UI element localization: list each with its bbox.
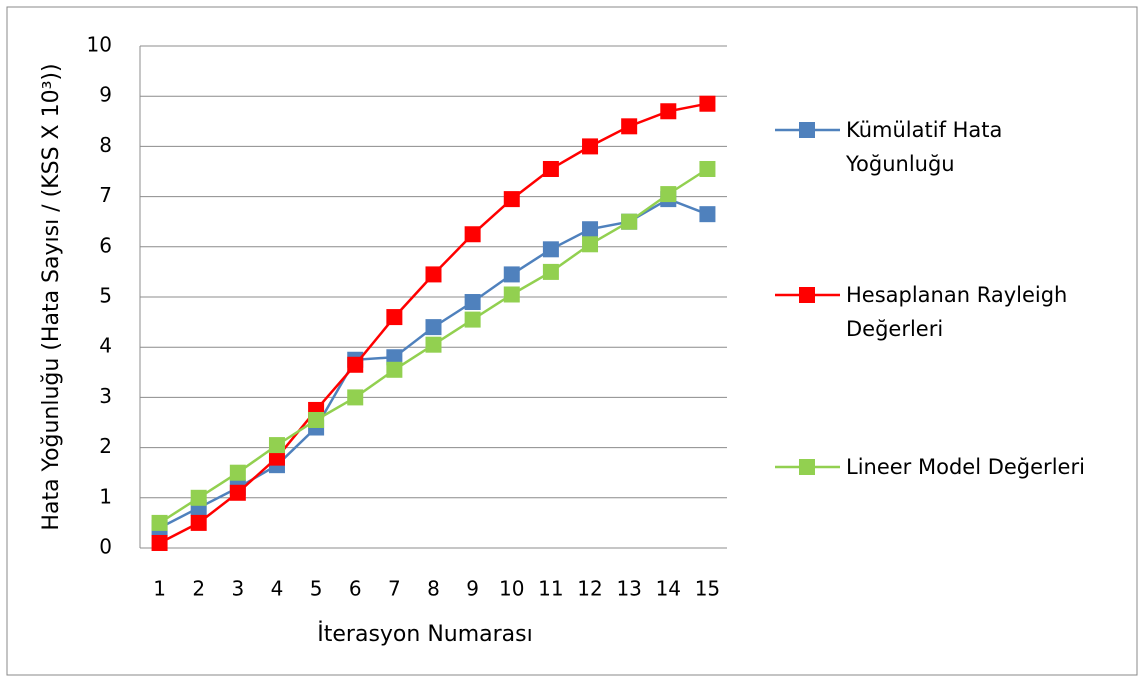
data-point bbox=[425, 319, 442, 336]
data-point bbox=[542, 263, 559, 280]
legend-marker bbox=[799, 287, 815, 303]
data-point bbox=[503, 266, 520, 283]
legend-marker bbox=[799, 122, 815, 138]
y-tick-label: 0 bbox=[99, 535, 112, 559]
y-tick-label: 6 bbox=[99, 233, 112, 257]
chart-frame bbox=[6, 6, 1138, 676]
data-point bbox=[582, 236, 599, 253]
data-point bbox=[621, 213, 638, 230]
x-tick-label: 1 bbox=[153, 577, 166, 601]
x-tick-label: 2 bbox=[192, 577, 205, 601]
data-point bbox=[582, 221, 599, 238]
x-tick-label: 9 bbox=[466, 577, 479, 601]
y-tick-label: 7 bbox=[99, 183, 112, 207]
data-point bbox=[190, 489, 207, 506]
x-tick-label: 7 bbox=[388, 577, 401, 601]
data-point bbox=[542, 241, 559, 258]
y-tick-label: 2 bbox=[99, 434, 112, 458]
y-tick-label: 9 bbox=[99, 83, 112, 107]
data-point bbox=[425, 266, 442, 283]
data-point bbox=[268, 449, 285, 466]
y-tick-label: 8 bbox=[99, 133, 112, 157]
x-tick-label: 3 bbox=[231, 577, 244, 601]
data-point bbox=[699, 160, 716, 177]
x-tick-label: 5 bbox=[310, 577, 323, 601]
y-axis-label: Hata Yoğunluğu (Hata Sayısı / (KSS X 10³… bbox=[39, 63, 64, 530]
data-point bbox=[699, 95, 716, 112]
data-point bbox=[190, 514, 207, 531]
data-point bbox=[503, 191, 520, 208]
legend-label: Lineer Model Değerleri bbox=[846, 455, 1085, 479]
y-tick-label: 4 bbox=[99, 334, 112, 358]
legend-label: Hesaplanan Rayleigh Değerleri bbox=[846, 283, 1068, 341]
data-point bbox=[347, 389, 364, 406]
x-tick-label: 10 bbox=[499, 577, 524, 601]
data-point bbox=[268, 437, 285, 454]
x-tick-label: 6 bbox=[349, 577, 362, 601]
x-axis-label: İterasyon Numarası bbox=[317, 621, 532, 647]
data-point bbox=[621, 118, 638, 135]
legend-marker bbox=[799, 459, 815, 475]
data-point bbox=[386, 349, 403, 366]
data-point bbox=[503, 286, 520, 303]
x-tick-label: 13 bbox=[616, 577, 641, 601]
data-point bbox=[347, 356, 364, 373]
y-tick-label: 10 bbox=[87, 33, 112, 57]
data-point bbox=[151, 534, 168, 551]
y-tick-label: 3 bbox=[99, 384, 112, 408]
x-tick-label: 15 bbox=[695, 577, 720, 601]
data-point bbox=[582, 138, 599, 155]
data-point bbox=[229, 484, 246, 501]
data-point bbox=[699, 206, 716, 223]
data-point bbox=[308, 411, 325, 428]
data-point bbox=[151, 514, 168, 531]
x-tick-label: 4 bbox=[271, 577, 284, 601]
data-point bbox=[425, 336, 442, 353]
y-tick-label: 1 bbox=[99, 484, 112, 508]
data-point bbox=[660, 103, 677, 120]
x-tick-label: 8 bbox=[427, 577, 440, 601]
data-point bbox=[464, 226, 481, 243]
x-tick-label: 11 bbox=[538, 577, 563, 601]
data-point bbox=[386, 309, 403, 326]
x-tick-label: 12 bbox=[577, 577, 602, 601]
data-point bbox=[464, 311, 481, 328]
y-tick-label: 5 bbox=[99, 284, 112, 308]
x-tick-label: 14 bbox=[656, 577, 681, 601]
data-point bbox=[229, 464, 246, 481]
data-point bbox=[542, 160, 559, 177]
data-point bbox=[386, 361, 403, 378]
data-point bbox=[660, 186, 677, 203]
data-point bbox=[464, 294, 481, 311]
legend-label: Kümülatif Hata Yoğunluğu bbox=[846, 118, 1003, 176]
